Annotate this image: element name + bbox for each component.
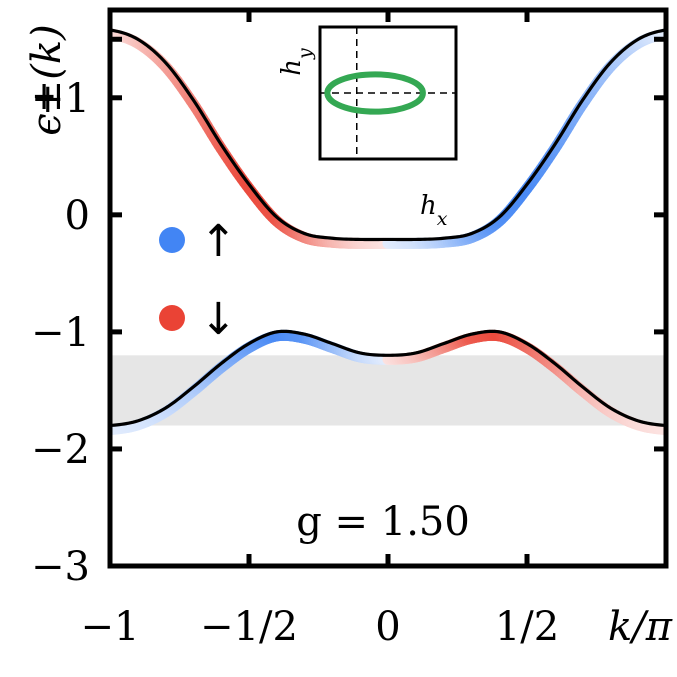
- dispersion-line-upper: [110, 28, 666, 242]
- inset-frame: [318, 25, 458, 161]
- series-upper-band: [110, 28, 666, 250]
- series-layer: [110, 28, 666, 436]
- y-ticks: −3 −2 −1 0 +1: [31, 36, 666, 590]
- series-lower-band: [110, 329, 666, 436]
- inset-plot: hy hx: [277, 25, 458, 230]
- x-ticks: −1 −1/2 0 1/2: [81, 10, 669, 650]
- x-tick-label: −1: [81, 604, 140, 650]
- inset-xlabel: hx: [420, 191, 448, 230]
- coupling-annotation: g = 1.50: [296, 499, 470, 545]
- inset-ylabel: hy: [277, 48, 316, 76]
- x-axis-title: k/π: [608, 604, 673, 650]
- inset-ellipse: [324, 71, 426, 115]
- x-tick-label: 0: [375, 604, 400, 650]
- legend-dot-spin-up: [159, 227, 185, 253]
- y-tick-label: 0: [65, 193, 90, 239]
- legend-label-spin-up: ↑: [200, 216, 237, 267]
- y-tick-label: −3: [31, 544, 90, 590]
- y-tick-label: −2: [31, 427, 90, 473]
- dispersion-line-lower: [110, 329, 666, 428]
- y-axis-title: ϵ±(k): [24, 24, 70, 135]
- legend-dot-spin-down: [159, 305, 185, 331]
- y-tick-label: −1: [31, 310, 90, 356]
- y-tick-label: +1: [31, 76, 90, 122]
- shaded-band: [110, 355, 666, 426]
- x-tick-label: −1/2: [200, 604, 298, 650]
- legend: ↑ ↓: [159, 216, 237, 345]
- x-tick-label: 1/2: [495, 604, 559, 650]
- legend-label-spin-down: ↓: [200, 294, 237, 345]
